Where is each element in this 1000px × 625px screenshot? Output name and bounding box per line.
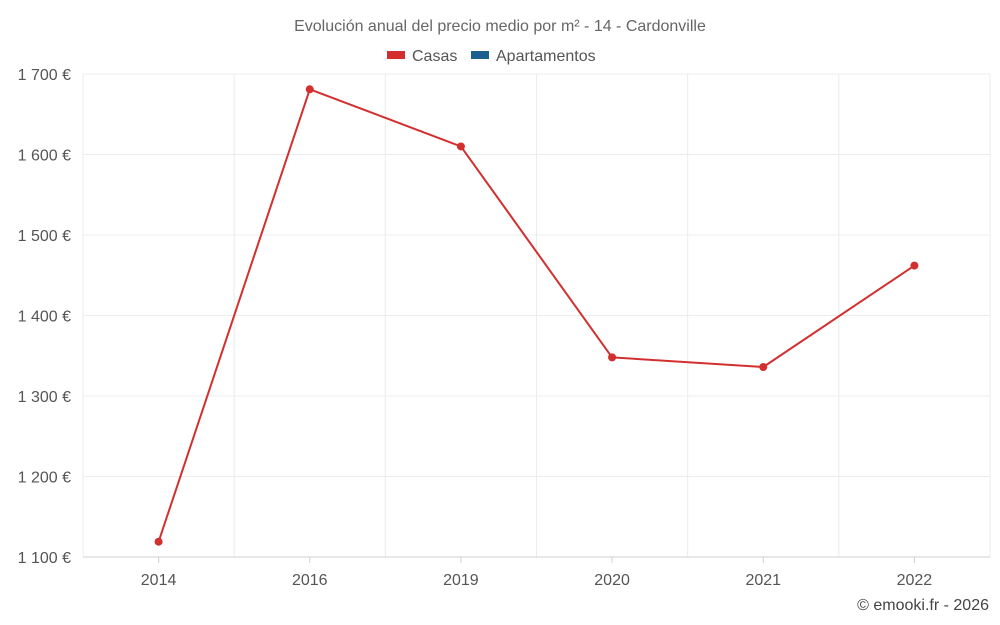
legend-item-apartamentos[interactable]: Apartamentos <box>471 48 596 65</box>
series <box>154 85 919 546</box>
y-tick-label: 1 700 € <box>18 67 71 84</box>
x-tick-label: 2022 <box>897 572 933 589</box>
legend: Casas Apartamentos <box>387 48 596 65</box>
legend-label-apartamentos: Apartamentos <box>496 48 596 65</box>
legend-label-casas: Casas <box>412 48 457 65</box>
legend-item-casas[interactable]: Casas <box>387 48 457 65</box>
x-tick-label: 2019 <box>443 572 479 589</box>
data-point-casas[interactable] <box>608 353 617 362</box>
y-tick-label: 1 500 € <box>18 228 71 245</box>
y-tick-label: 1 600 € <box>18 148 71 165</box>
chart-title: Evolución anual del precio medio por m² … <box>294 18 706 35</box>
x-tick-label: 2014 <box>141 572 177 589</box>
x-tick-label: 2021 <box>745 572 781 589</box>
data-point-casas[interactable] <box>910 261 919 270</box>
data-point-casas[interactable] <box>154 537 163 546</box>
axes: 1 100 € 1 200 € 1 300 € 1 400 € 1 500 € 1 600… <box>18 67 990 589</box>
y-tick-label: 1 400 € <box>18 309 71 326</box>
x-tick-label: 2016 <box>292 572 328 589</box>
data-point-casas[interactable] <box>456 142 465 151</box>
legend-swatch-apartamentos <box>471 51 489 59</box>
series-line-casas <box>157 88 915 543</box>
x-tick-label: 2020 <box>594 572 630 589</box>
data-point-casas[interactable] <box>759 363 768 372</box>
data-point-casas[interactable] <box>305 85 314 94</box>
y-tick-label: 1 300 € <box>18 389 71 406</box>
y-tick-label: 1 100 € <box>18 550 71 567</box>
grid <box>82 73 991 558</box>
y-tick-label: 1 200 € <box>18 470 71 487</box>
credit-text: © emooki.fr - 2026 <box>857 597 989 614</box>
legend-swatch-casas <box>387 51 405 59</box>
